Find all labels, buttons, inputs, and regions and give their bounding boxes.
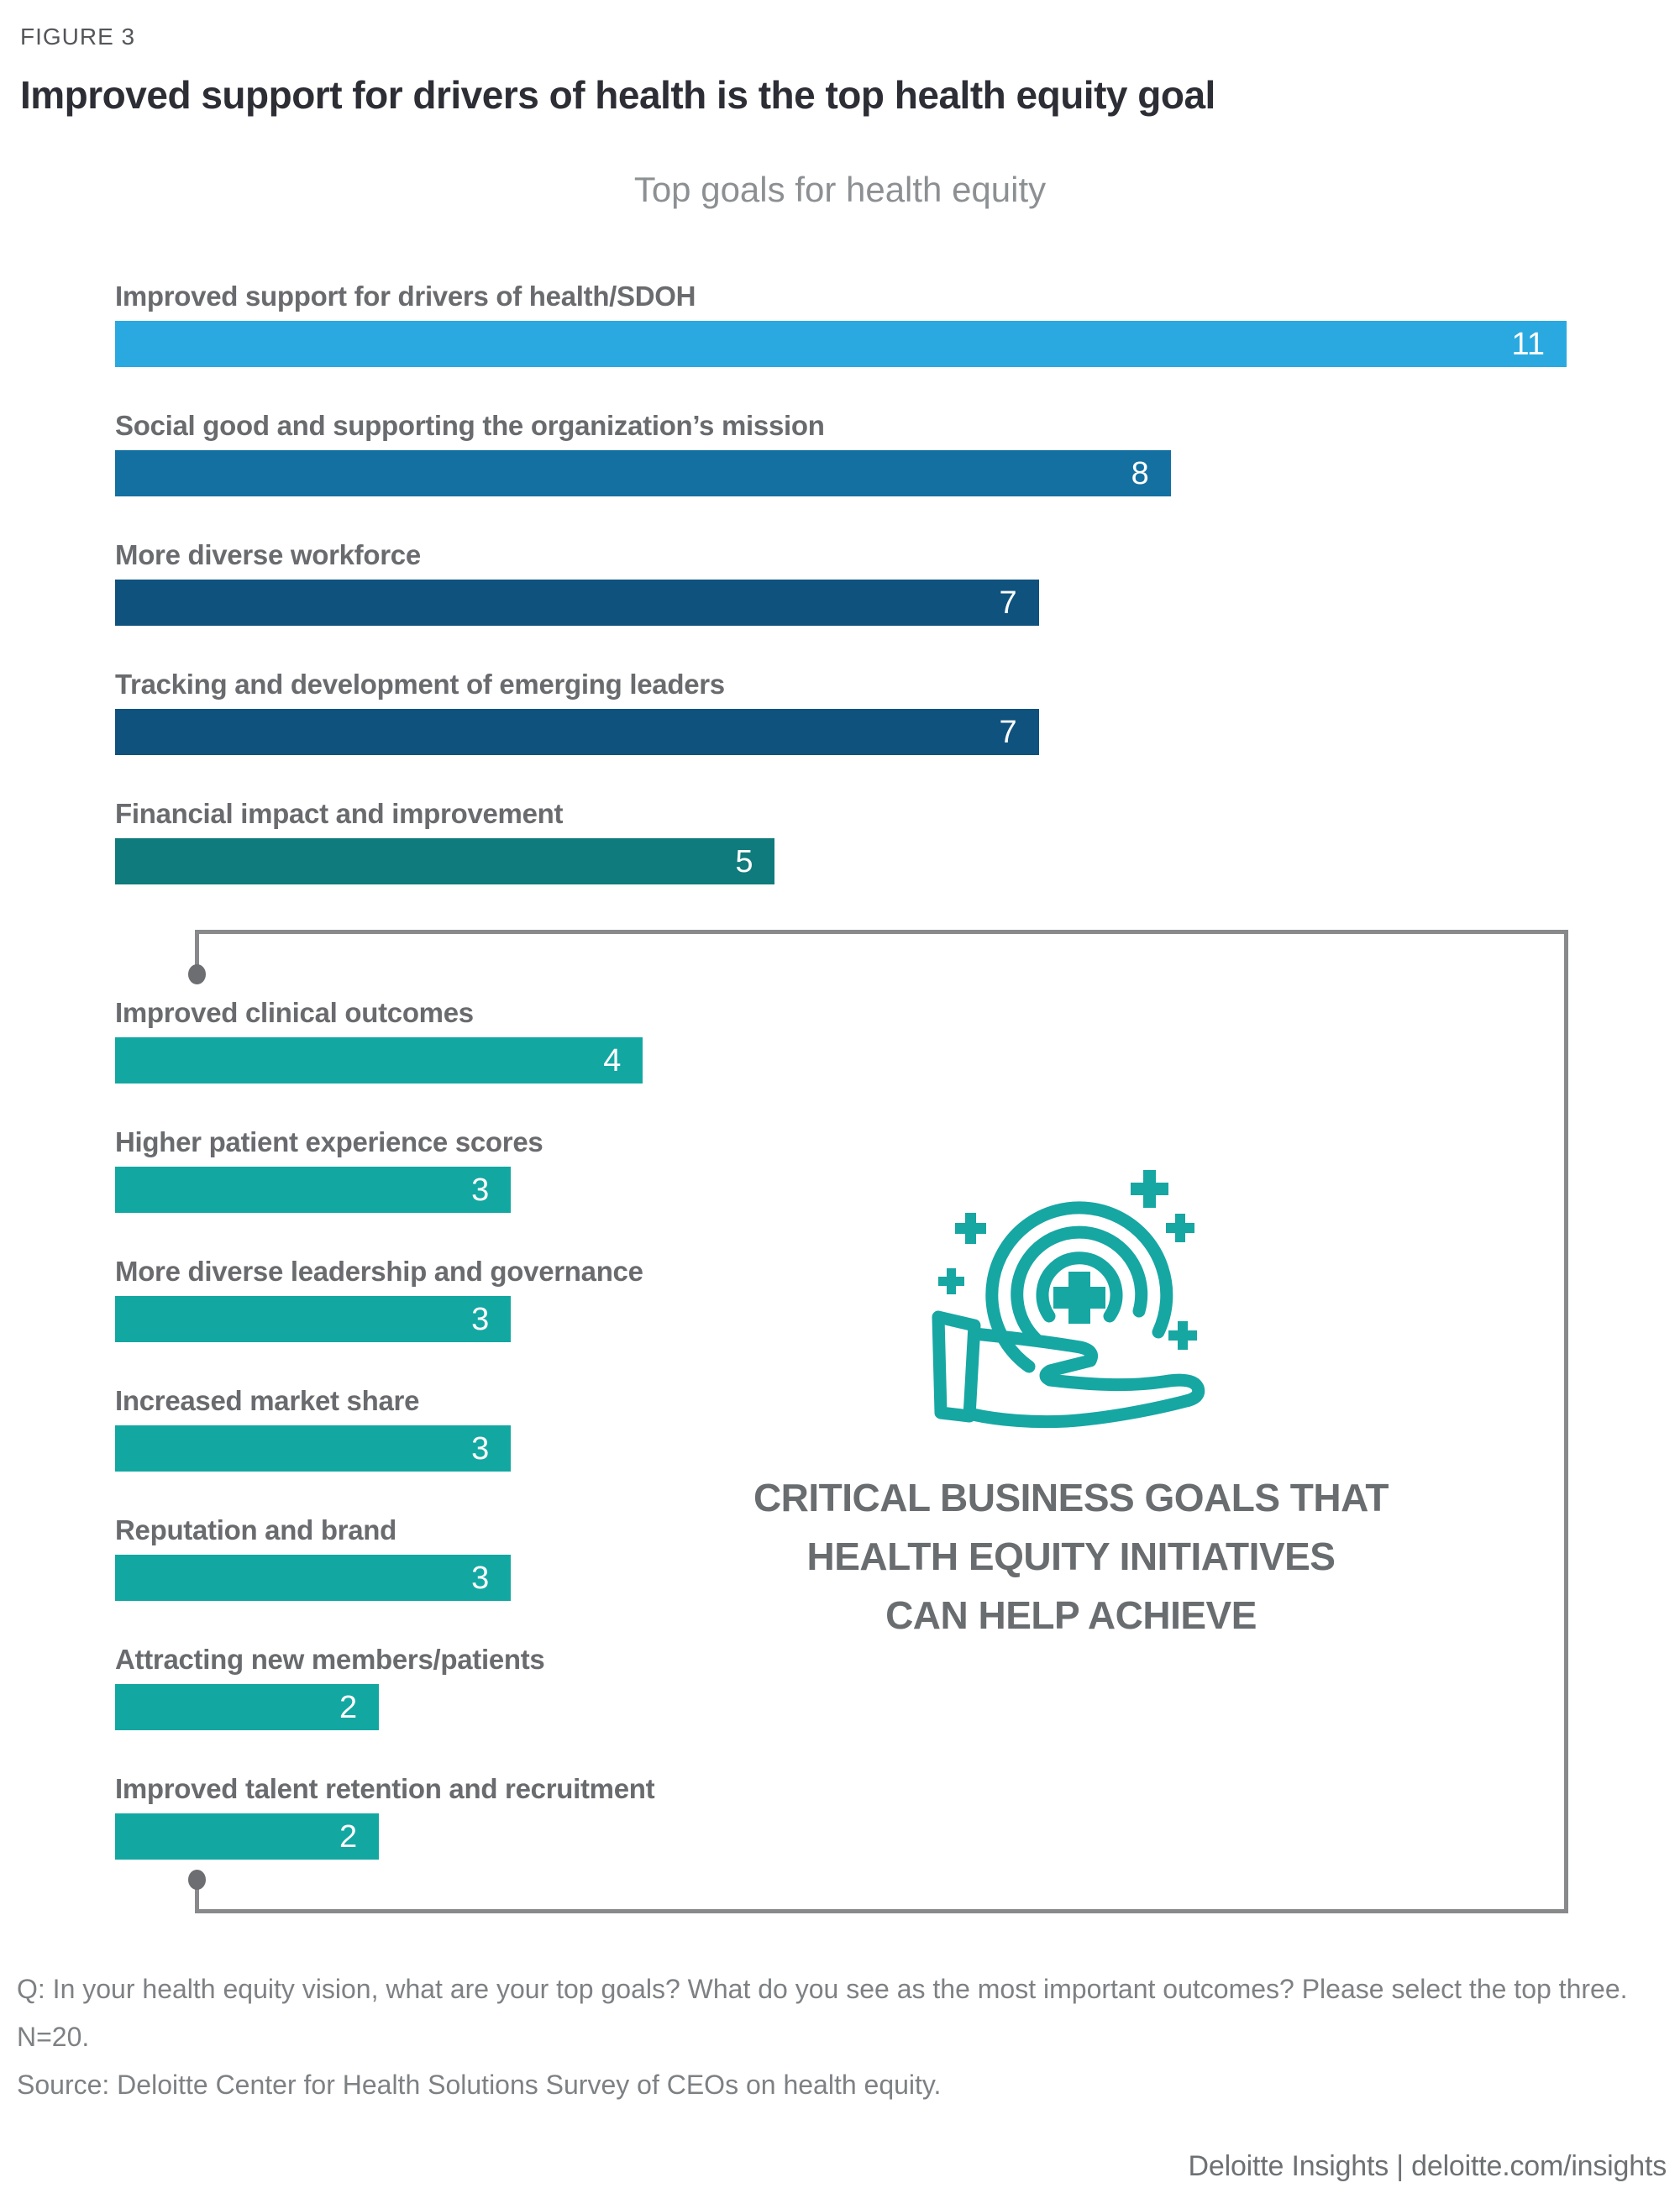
bar-row: Increased market share 3 bbox=[115, 1384, 1567, 1472]
group-bracket bbox=[197, 930, 1568, 1913]
bar-row: Financial impact and improvement 5 bbox=[115, 797, 1567, 884]
bar-row: Improved talent retention and recruitmen… bbox=[115, 1772, 1567, 1860]
source-note: Source: Deloitte Center for Health Solut… bbox=[17, 2070, 942, 2100]
bar-category-label: More diverse workforce bbox=[115, 539, 421, 570]
bar-value-label: 7 bbox=[999, 714, 1017, 750]
bar-row: Social good and supporting the organizat… bbox=[115, 409, 1567, 496]
bar-row: More diverse leadership and governance 3 bbox=[115, 1255, 1567, 1342]
bar-value-label: 3 bbox=[471, 1301, 490, 1337]
bar: 11 bbox=[115, 321, 1567, 367]
bar-category-label: Higher patient experience scores bbox=[115, 1126, 543, 1157]
bar-row: Higher patient experience scores 3 bbox=[115, 1125, 1567, 1213]
bar: 2 bbox=[115, 1813, 380, 1860]
bar-category-label: Improved talent retention and recruitmen… bbox=[115, 1773, 655, 1804]
group-bracket-tail-bottom bbox=[195, 1888, 199, 1913]
bar-category-label: Improved support for drivers of health/S… bbox=[115, 281, 696, 312]
bar-row: Attracting new members/patients 2 bbox=[115, 1643, 1567, 1730]
bar: 5 bbox=[115, 838, 775, 884]
bar-category-label: Tracking and development of emerging lea… bbox=[115, 669, 725, 700]
bar-category-label: Reputation and brand bbox=[115, 1514, 396, 1545]
bar: 3 bbox=[115, 1425, 512, 1472]
bar-value-label: 7 bbox=[999, 585, 1017, 621]
bar-category-label: Attracting new members/patients bbox=[115, 1644, 545, 1675]
bar-row: Tracking and development of emerging lea… bbox=[115, 668, 1567, 755]
figure-title: Improved support for drivers of health i… bbox=[20, 73, 1215, 117]
callout: CRITICAL BUSINESS GOALS THAT HEALTH EQUI… bbox=[739, 1169, 1403, 1645]
chart-title: Top goals for health equity bbox=[633, 170, 1047, 209]
bar-row: Improved clinical outcomes 4 bbox=[115, 996, 1567, 1084]
bar: 2 bbox=[115, 1684, 380, 1730]
group-bracket-tail-top bbox=[195, 930, 199, 967]
group-bracket-dot-bottom bbox=[188, 1870, 206, 1890]
bar: 4 bbox=[115, 1037, 643, 1084]
bar-value-label: 2 bbox=[339, 1689, 358, 1725]
figure-number-label: FIGURE 3 bbox=[20, 24, 136, 50]
bar-value-label: 11 bbox=[1511, 326, 1545, 362]
bar-row: More diverse workforce 7 bbox=[115, 538, 1567, 626]
survey-question-note: Q: In your health equity vision, what ar… bbox=[17, 1974, 1628, 2052]
bar-row: Reputation and brand 3 bbox=[115, 1514, 1567, 1601]
bar-value-label: 4 bbox=[603, 1042, 622, 1078]
bar-value-label: 3 bbox=[471, 1430, 490, 1467]
bar-value-label: 5 bbox=[735, 843, 753, 879]
callout-text-line: HEALTH EQUITY INITIATIVES bbox=[806, 1535, 1336, 1578]
bar: 3 bbox=[115, 1167, 512, 1213]
bar-value-label: 3 bbox=[471, 1172, 490, 1208]
bar: 8 bbox=[115, 450, 1171, 496]
bar-value-label: 2 bbox=[339, 1818, 358, 1855]
group-divider-gap bbox=[115, 926, 1567, 996]
bar-value-label: 3 bbox=[471, 1560, 490, 1596]
bar-category-label: Financial impact and improvement bbox=[115, 798, 564, 829]
bar-value-label: 8 bbox=[1131, 455, 1149, 491]
bar: 3 bbox=[115, 1555, 512, 1601]
bar-category-label: More diverse leadership and governance bbox=[115, 1256, 643, 1287]
bar-category-label: Improved clinical outcomes bbox=[115, 997, 474, 1028]
hand-offering-health-icon bbox=[932, 1170, 1205, 1429]
group-bracket-dot-top bbox=[188, 964, 206, 984]
bar: 3 bbox=[115, 1296, 512, 1342]
bar-category-label: Social good and supporting the organizat… bbox=[115, 410, 825, 441]
callout-text-line: CAN HELP ACHIEVE bbox=[885, 1593, 1257, 1637]
bar-category-label: Increased market share bbox=[115, 1385, 420, 1416]
footnote: Q: In your health equity vision, what ar… bbox=[17, 1965, 1638, 2109]
publisher-credit: Deloitte Insights | deloitte.com/insight… bbox=[1188, 2150, 1667, 2182]
callout-text-line: CRITICAL BUSINESS GOALS THAT bbox=[753, 1476, 1389, 1519]
bar-row: Improved support for drivers of health/S… bbox=[115, 280, 1567, 367]
bar: 7 bbox=[115, 580, 1039, 626]
bar: 7 bbox=[115, 709, 1039, 755]
bar-chart: Improved support for drivers of health/S… bbox=[115, 280, 1567, 1902]
